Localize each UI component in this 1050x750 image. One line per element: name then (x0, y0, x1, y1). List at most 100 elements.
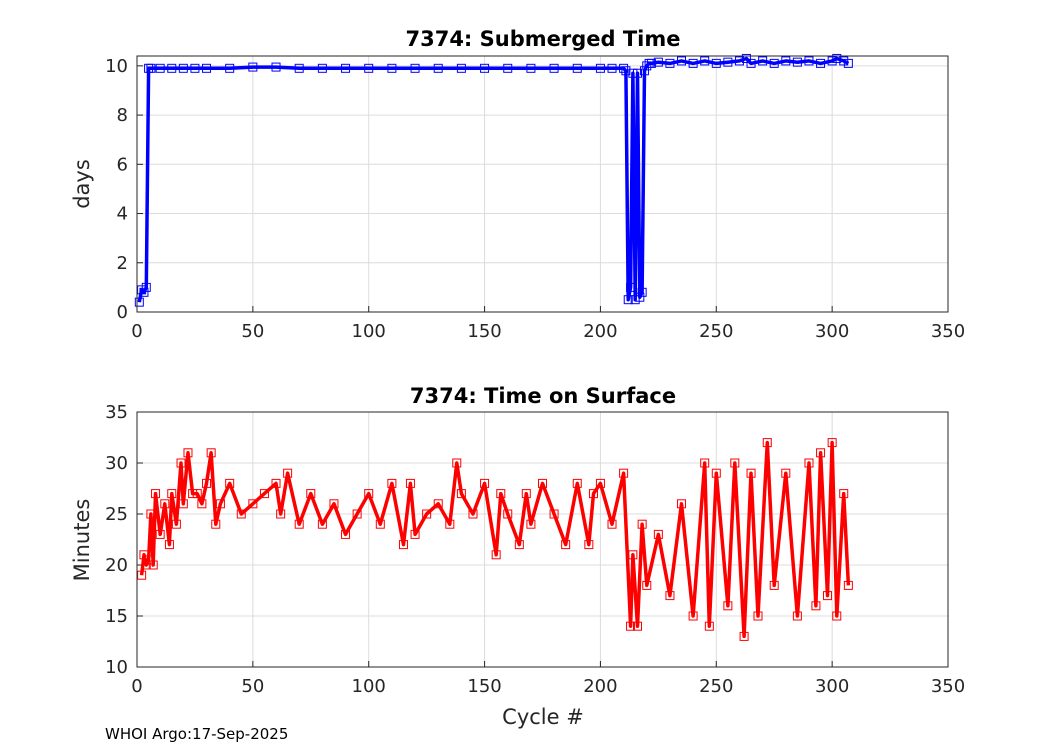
data-point-marker (792, 611, 802, 621)
data-point-marker (635, 292, 645, 302)
data-point-marker (688, 58, 698, 68)
data-point-marker (329, 499, 339, 509)
data-point-marker (700, 56, 710, 66)
x-tick-label: 0 (131, 321, 142, 342)
data-point-marker (804, 458, 814, 468)
data-point-marker (139, 287, 149, 297)
y-axis-label-submerged: days (70, 159, 94, 209)
data-point-marker (561, 540, 571, 550)
data-point-marker (711, 468, 721, 478)
y-tick-label: 30 (105, 453, 128, 474)
data-point-marker (677, 56, 687, 66)
data-point-marker (294, 519, 304, 529)
data-point-marker (283, 468, 293, 478)
data-point-marker (178, 499, 188, 509)
plot-frame-surface (136, 411, 949, 668)
data-point-marker (183, 448, 193, 458)
data-point-marker (781, 56, 791, 66)
y-tick-label: 35 (105, 402, 128, 423)
data-point-marker (160, 499, 170, 509)
data-point-marker (503, 63, 513, 73)
data-point-marker (480, 478, 490, 488)
data-point-marker (549, 63, 559, 73)
data-point-marker (352, 509, 362, 519)
data-point-marker (633, 621, 643, 631)
data-point-marker (452, 458, 462, 468)
data-point-marker (700, 458, 710, 468)
data-point-marker (723, 57, 733, 67)
data-point-marker (630, 295, 640, 305)
data-point-marker (496, 489, 506, 499)
data-point-marker (626, 282, 636, 292)
data-point-marker (827, 56, 837, 66)
ticks-submerged: 0 50 100 150 200 250 300 350 0 2 4 6 8 10 (105, 56, 965, 342)
data-point-marker (734, 56, 744, 66)
data-point-marker (151, 489, 161, 499)
data-point-marker (595, 478, 605, 488)
x-tick-label: 250 (699, 676, 733, 697)
data-point-marker (711, 58, 721, 68)
data-point-marker (626, 621, 636, 631)
data-point-marker (804, 56, 814, 66)
data-point-marker (248, 499, 258, 509)
data-point-marker (410, 529, 420, 539)
data-point-marker (387, 478, 397, 488)
data-point-marker (739, 631, 749, 641)
data-point-marker (164, 540, 174, 550)
data-point-marker (621, 66, 631, 76)
data-point-marker (839, 489, 849, 499)
data-point-marker (215, 499, 225, 509)
x-tick-label: 350 (931, 676, 965, 697)
y-tick-label: 0 (117, 302, 128, 323)
footer-credit: WHOI Argo:17-Sep-2025 (105, 725, 289, 743)
x-tick-label: 150 (467, 321, 501, 342)
data-point-marker (491, 550, 501, 560)
data-point-marker (202, 478, 212, 488)
series-submerged (134, 53, 853, 307)
surface-time-chart: 7374: Time on Surface 0 50 100 150 200 250 300… (70, 384, 965, 729)
series-surface (137, 438, 853, 641)
data-point-marker (192, 489, 202, 499)
data-point-marker (317, 519, 327, 529)
data-point-marker (514, 540, 524, 550)
data-point-marker (445, 519, 455, 529)
data-point-marker (633, 68, 643, 78)
data-point-marker (387, 63, 397, 73)
data-point-marker (155, 529, 165, 539)
data-point-marker (139, 550, 149, 560)
data-point-marker (549, 509, 559, 519)
data-point-marker (623, 295, 633, 305)
data-point-marker (375, 519, 385, 529)
data-point-marker (144, 555, 154, 565)
data-point-marker (646, 58, 656, 68)
x-tick-label: 200 (583, 321, 617, 342)
y-tick-label: 4 (117, 204, 128, 225)
data-point-marker (188, 489, 198, 499)
x-tick-label: 350 (931, 321, 965, 342)
x-tick-label: 100 (352, 321, 386, 342)
y-axis-label-surface: Minutes (70, 499, 94, 582)
x-tick-label: 200 (583, 676, 617, 697)
data-point-marker (628, 550, 638, 560)
data-point-marker (271, 478, 281, 488)
data-point-marker (521, 489, 531, 499)
data-point-marker (730, 458, 740, 468)
data-point-marker (827, 438, 837, 448)
data-point-marker (762, 438, 772, 448)
data-point-marker (405, 478, 415, 488)
data-point-marker (364, 489, 374, 499)
data-point-marker (456, 489, 466, 499)
x-tick-label: 300 (815, 321, 849, 342)
data-point-marker (148, 560, 158, 570)
data-point-marker (225, 63, 235, 73)
data-point-marker (236, 509, 246, 519)
data-point-marker (595, 63, 605, 73)
plot-frame-submerged (136, 55, 949, 313)
data-point-marker (816, 58, 826, 68)
data-point-marker (197, 499, 207, 509)
data-point-marker (746, 58, 756, 68)
data-point-marker (746, 468, 756, 478)
data-point-marker (769, 580, 779, 590)
data-point-marker (167, 63, 177, 73)
